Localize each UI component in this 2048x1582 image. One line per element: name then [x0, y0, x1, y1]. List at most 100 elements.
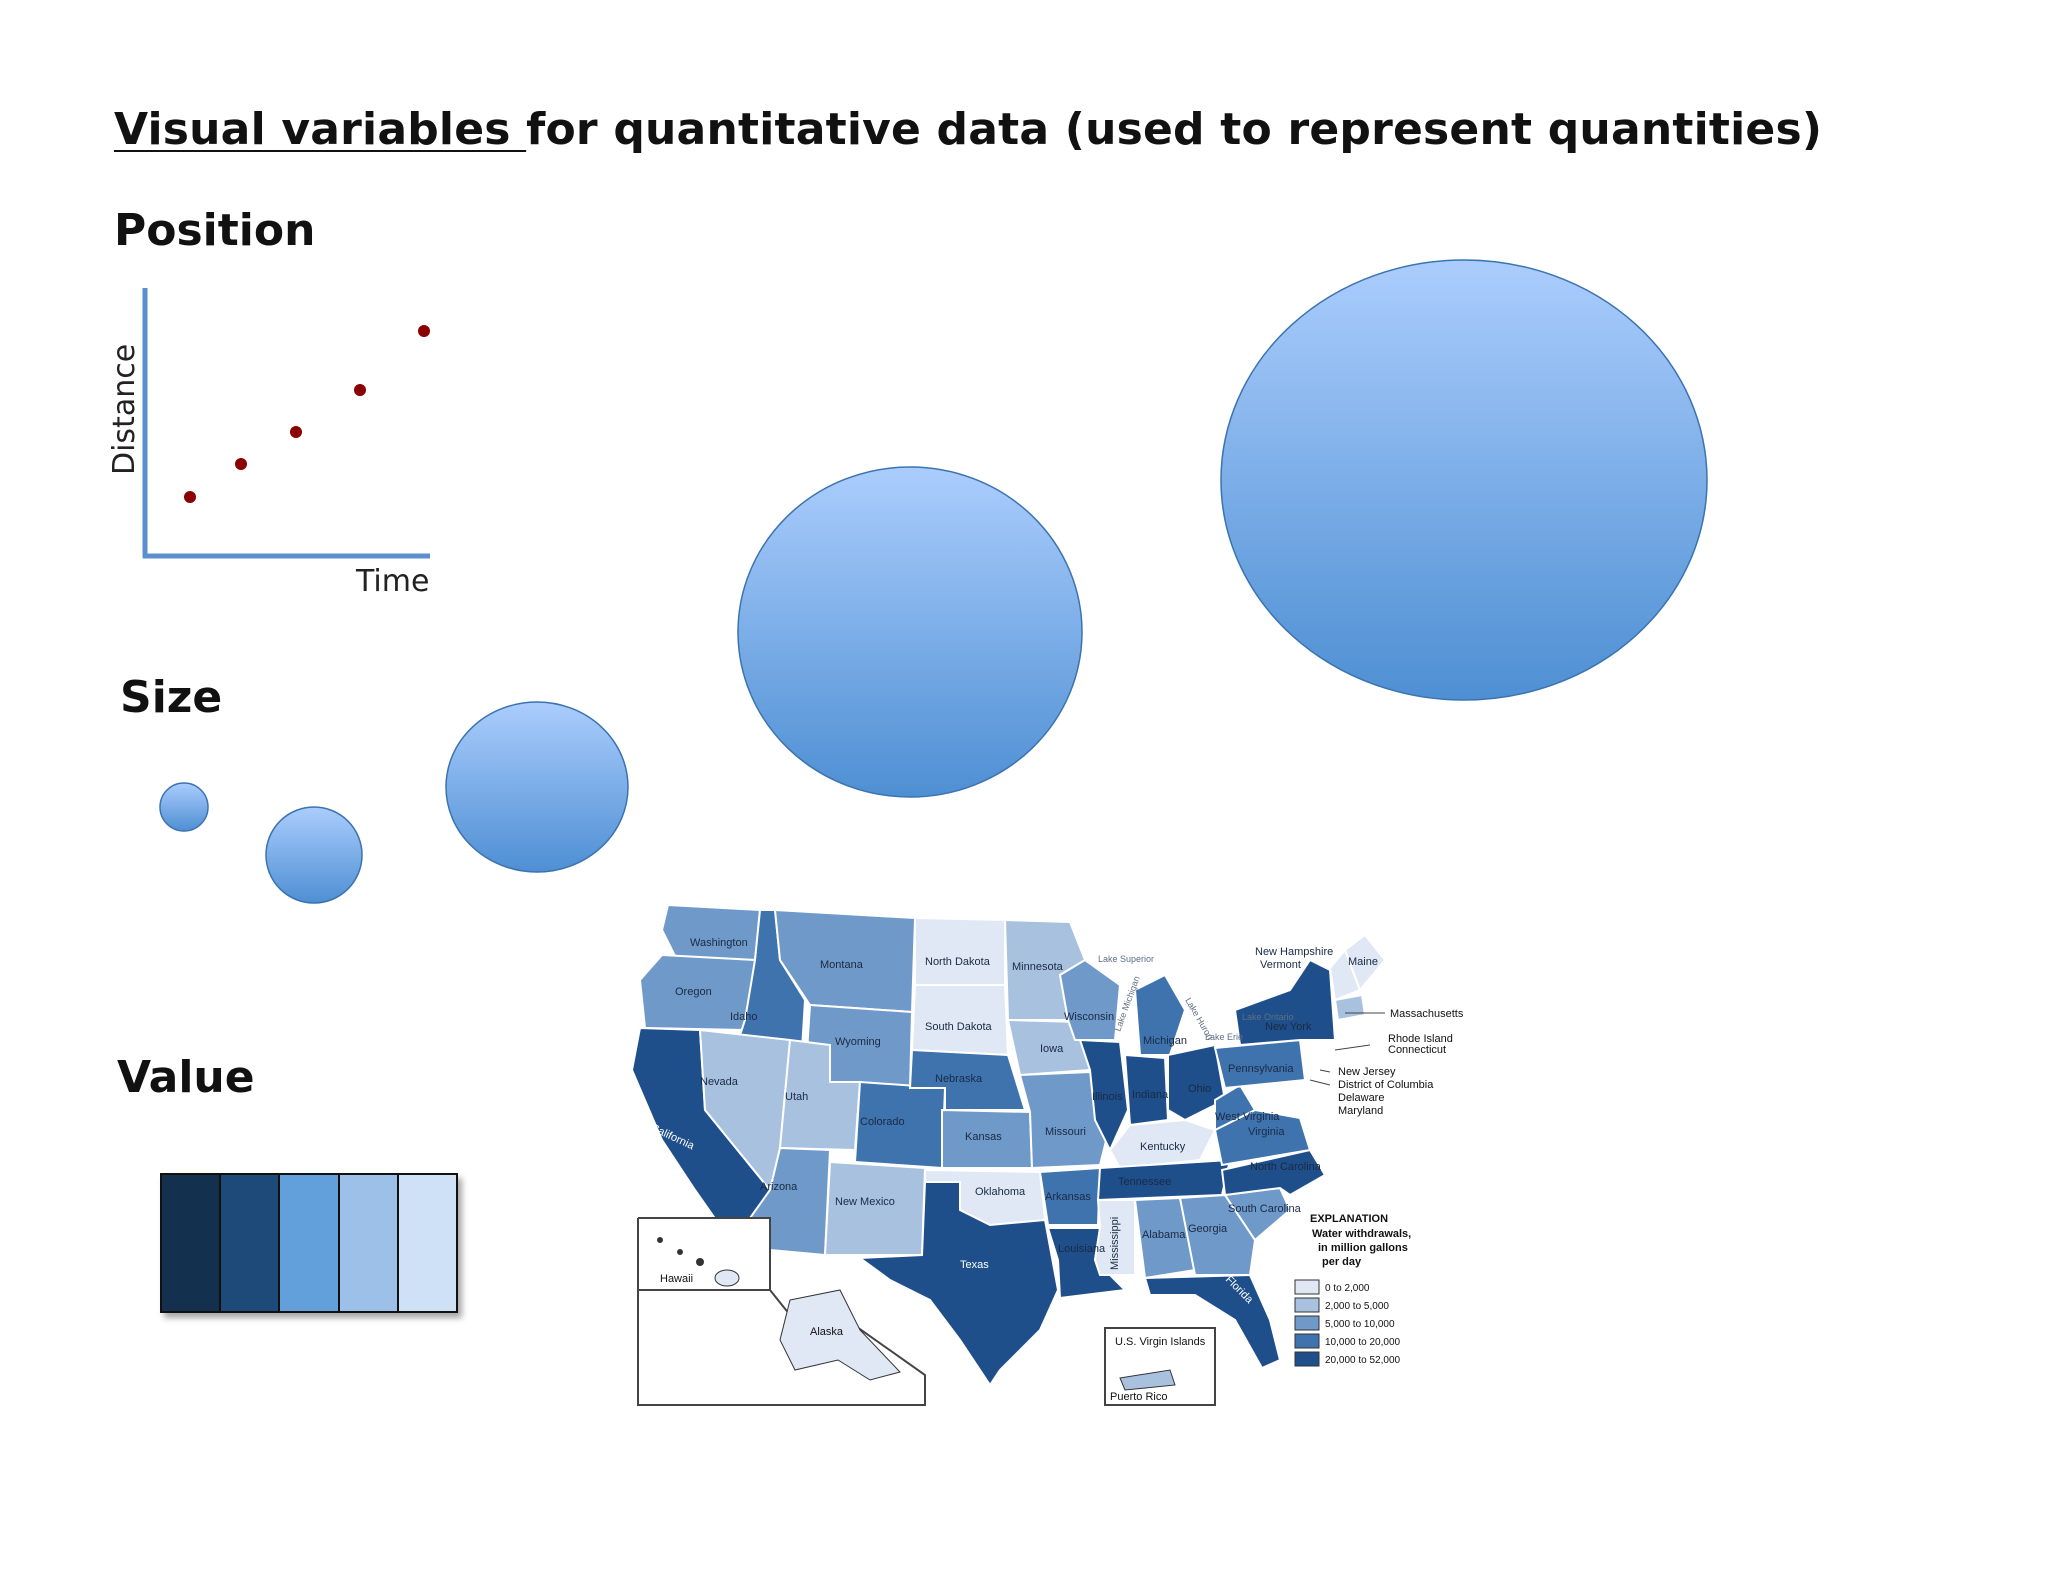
label-tennessee: Tennessee — [1118, 1176, 1171, 1188]
label-alabama: Alabama — [1142, 1229, 1186, 1241]
callout-dc: District of Columbia — [1338, 1079, 1434, 1091]
state-west-virginia — [1214, 1083, 1257, 1132]
map-legend: EXPLANATION Water withdrawals, in millio… — [1294, 1213, 1411, 1367]
state-michigan — [1133, 973, 1187, 1056]
size-circle-5 — [1220, 259, 1708, 701]
label-missouri: Missouri — [1045, 1126, 1086, 1138]
value-swatch-3 — [280, 1175, 340, 1311]
label-indiana: Indiana — [1132, 1089, 1169, 1101]
label-hawaii: Hawaii — [660, 1273, 693, 1285]
label-maine: Maine — [1348, 956, 1378, 968]
size-circle-3 — [445, 701, 629, 873]
data-point — [290, 426, 302, 438]
label-arizona: Arizona — [760, 1181, 798, 1193]
label-nevada: Nevada — [700, 1076, 739, 1088]
label-wyoming: Wyoming — [835, 1036, 881, 1048]
legend-title: EXPLANATION — [1310, 1213, 1388, 1225]
label-south-dakota: South Dakota — [925, 1021, 993, 1033]
label-illinois: Illinois — [1092, 1091, 1123, 1103]
size-circle-4 — [737, 466, 1083, 798]
callout-maryland: Maryland — [1338, 1105, 1383, 1117]
state-north-dakota — [914, 916, 1006, 986]
label-utah: Utah — [785, 1091, 808, 1103]
size-heading: Size — [120, 672, 223, 723]
legend-label-2: 2,000 to 5,000 — [1325, 1301, 1389, 1312]
label-montana: Montana — [820, 959, 864, 971]
legend-subtitle-1: Water withdrawals, — [1312, 1228, 1411, 1240]
callout-new-jersey: New Jersey — [1338, 1066, 1396, 1078]
label-georgia: Georgia — [1188, 1223, 1228, 1235]
position-chart: Time Distance — [107, 288, 430, 599]
label-arkansas: Arkansas — [1045, 1191, 1091, 1203]
label-vermont: Vermont — [1260, 959, 1301, 971]
data-point — [418, 325, 430, 337]
size-circle-1 — [159, 782, 209, 832]
state-new-york — [1233, 958, 1337, 1047]
state-georgia — [1178, 1193, 1257, 1276]
label-west-virginia: West Virginia — [1215, 1111, 1280, 1123]
label-washington: Washington — [690, 937, 748, 949]
label-pennsylvania: Pennsylvania — [1228, 1063, 1294, 1075]
label-mississippi: Mississippi — [1109, 1217, 1121, 1270]
legend-swatch-4 — [1294, 1333, 1320, 1349]
callout-rhode-island: Rhode Island — [1388, 1033, 1453, 1045]
label-new-mexico: New Mexico — [835, 1196, 895, 1208]
label-michigan: Michigan — [1143, 1035, 1187, 1047]
y-axis-label: Distance — [107, 344, 142, 475]
value-swatch-5 — [398, 1175, 457, 1311]
label-wisconsin: Wisconsin — [1064, 1011, 1114, 1023]
label-kansas: Kansas — [965, 1131, 1002, 1143]
legend-swatch-5 — [1294, 1351, 1320, 1367]
state-ohio — [1167, 1043, 1227, 1122]
label-texas: Texas — [960, 1259, 989, 1271]
position-heading: Position — [114, 205, 316, 256]
callout-connecticut: Connecticut — [1388, 1044, 1446, 1056]
label-ohio: Ohio — [1188, 1083, 1211, 1095]
northeast-callouts: Massachusetts Rhode Island Connecticut N… — [1309, 1008, 1464, 1117]
map-insets: Hawaii Alaska U.S. Virgin Islands Puerto… — [637, 1217, 1216, 1406]
state-south-dakota — [910, 984, 1010, 1057]
label-lake-ontario: Lake Ontario — [1242, 1012, 1294, 1022]
state-indiana — [1123, 1053, 1170, 1127]
data-point — [235, 458, 247, 470]
label-alaska: Alaska — [810, 1326, 844, 1338]
label-virgin-islands: U.S. Virgin Islands — [1115, 1336, 1206, 1348]
label-oklahoma: Oklahoma — [975, 1186, 1026, 1198]
inset-hawaii-box — [637, 1217, 771, 1291]
alaska-shape — [779, 1289, 901, 1381]
label-south-carolina: South Carolina — [1228, 1203, 1302, 1215]
label-minnesota: Minnesota — [1012, 961, 1064, 973]
legend-subtitle-3: per day — [1322, 1256, 1362, 1268]
label-north-dakota: North Dakota — [925, 956, 991, 968]
label-puerto-rico: Puerto Rico — [1110, 1391, 1167, 1403]
state-labels: Washington Oregon California Idaho Nevad… — [649, 937, 1378, 1307]
label-north-carolina: North Carolina — [1250, 1161, 1322, 1173]
size-circles — [159, 259, 1708, 904]
label-new-hampshire: New Hampshire — [1255, 946, 1333, 958]
label-virginia: Virginia — [1248, 1126, 1285, 1138]
state-wisconsin — [1058, 958, 1122, 1041]
inset-alaska-box — [637, 1289, 926, 1406]
state-new-mexico — [823, 1160, 927, 1256]
legend-swatch-1 — [1294, 1279, 1320, 1295]
label-iowa: Iowa — [1040, 1043, 1064, 1055]
page-title: Visual variables for quantitative data (… — [114, 104, 1822, 155]
legend-swatch-2 — [1294, 1297, 1320, 1313]
callout-massachusetts: Massachusetts — [1390, 1008, 1464, 1020]
state-florida — [1143, 1273, 1282, 1370]
hawaii-island — [714, 1269, 740, 1287]
legend-label-5: 20,000 to 52,000 — [1325, 1355, 1401, 1366]
label-nebraska: Nebraska — [935, 1073, 983, 1085]
state-texas — [857, 1181, 1060, 1387]
size-circle-2 — [265, 806, 363, 904]
data-point — [354, 384, 366, 396]
label-colorado: Colorado — [860, 1116, 905, 1128]
label-oregon: Oregon — [675, 986, 712, 998]
legend-swatch-3 — [1294, 1315, 1320, 1331]
label-lake-superior: Lake Superior — [1098, 954, 1154, 964]
legend-label-3: 5,000 to 10,000 — [1325, 1319, 1395, 1330]
label-new-york: New York — [1265, 1021, 1312, 1033]
legend-items: 0 to 2,000 2,000 to 5,000 5,000 to 10,00… — [1294, 1279, 1401, 1367]
